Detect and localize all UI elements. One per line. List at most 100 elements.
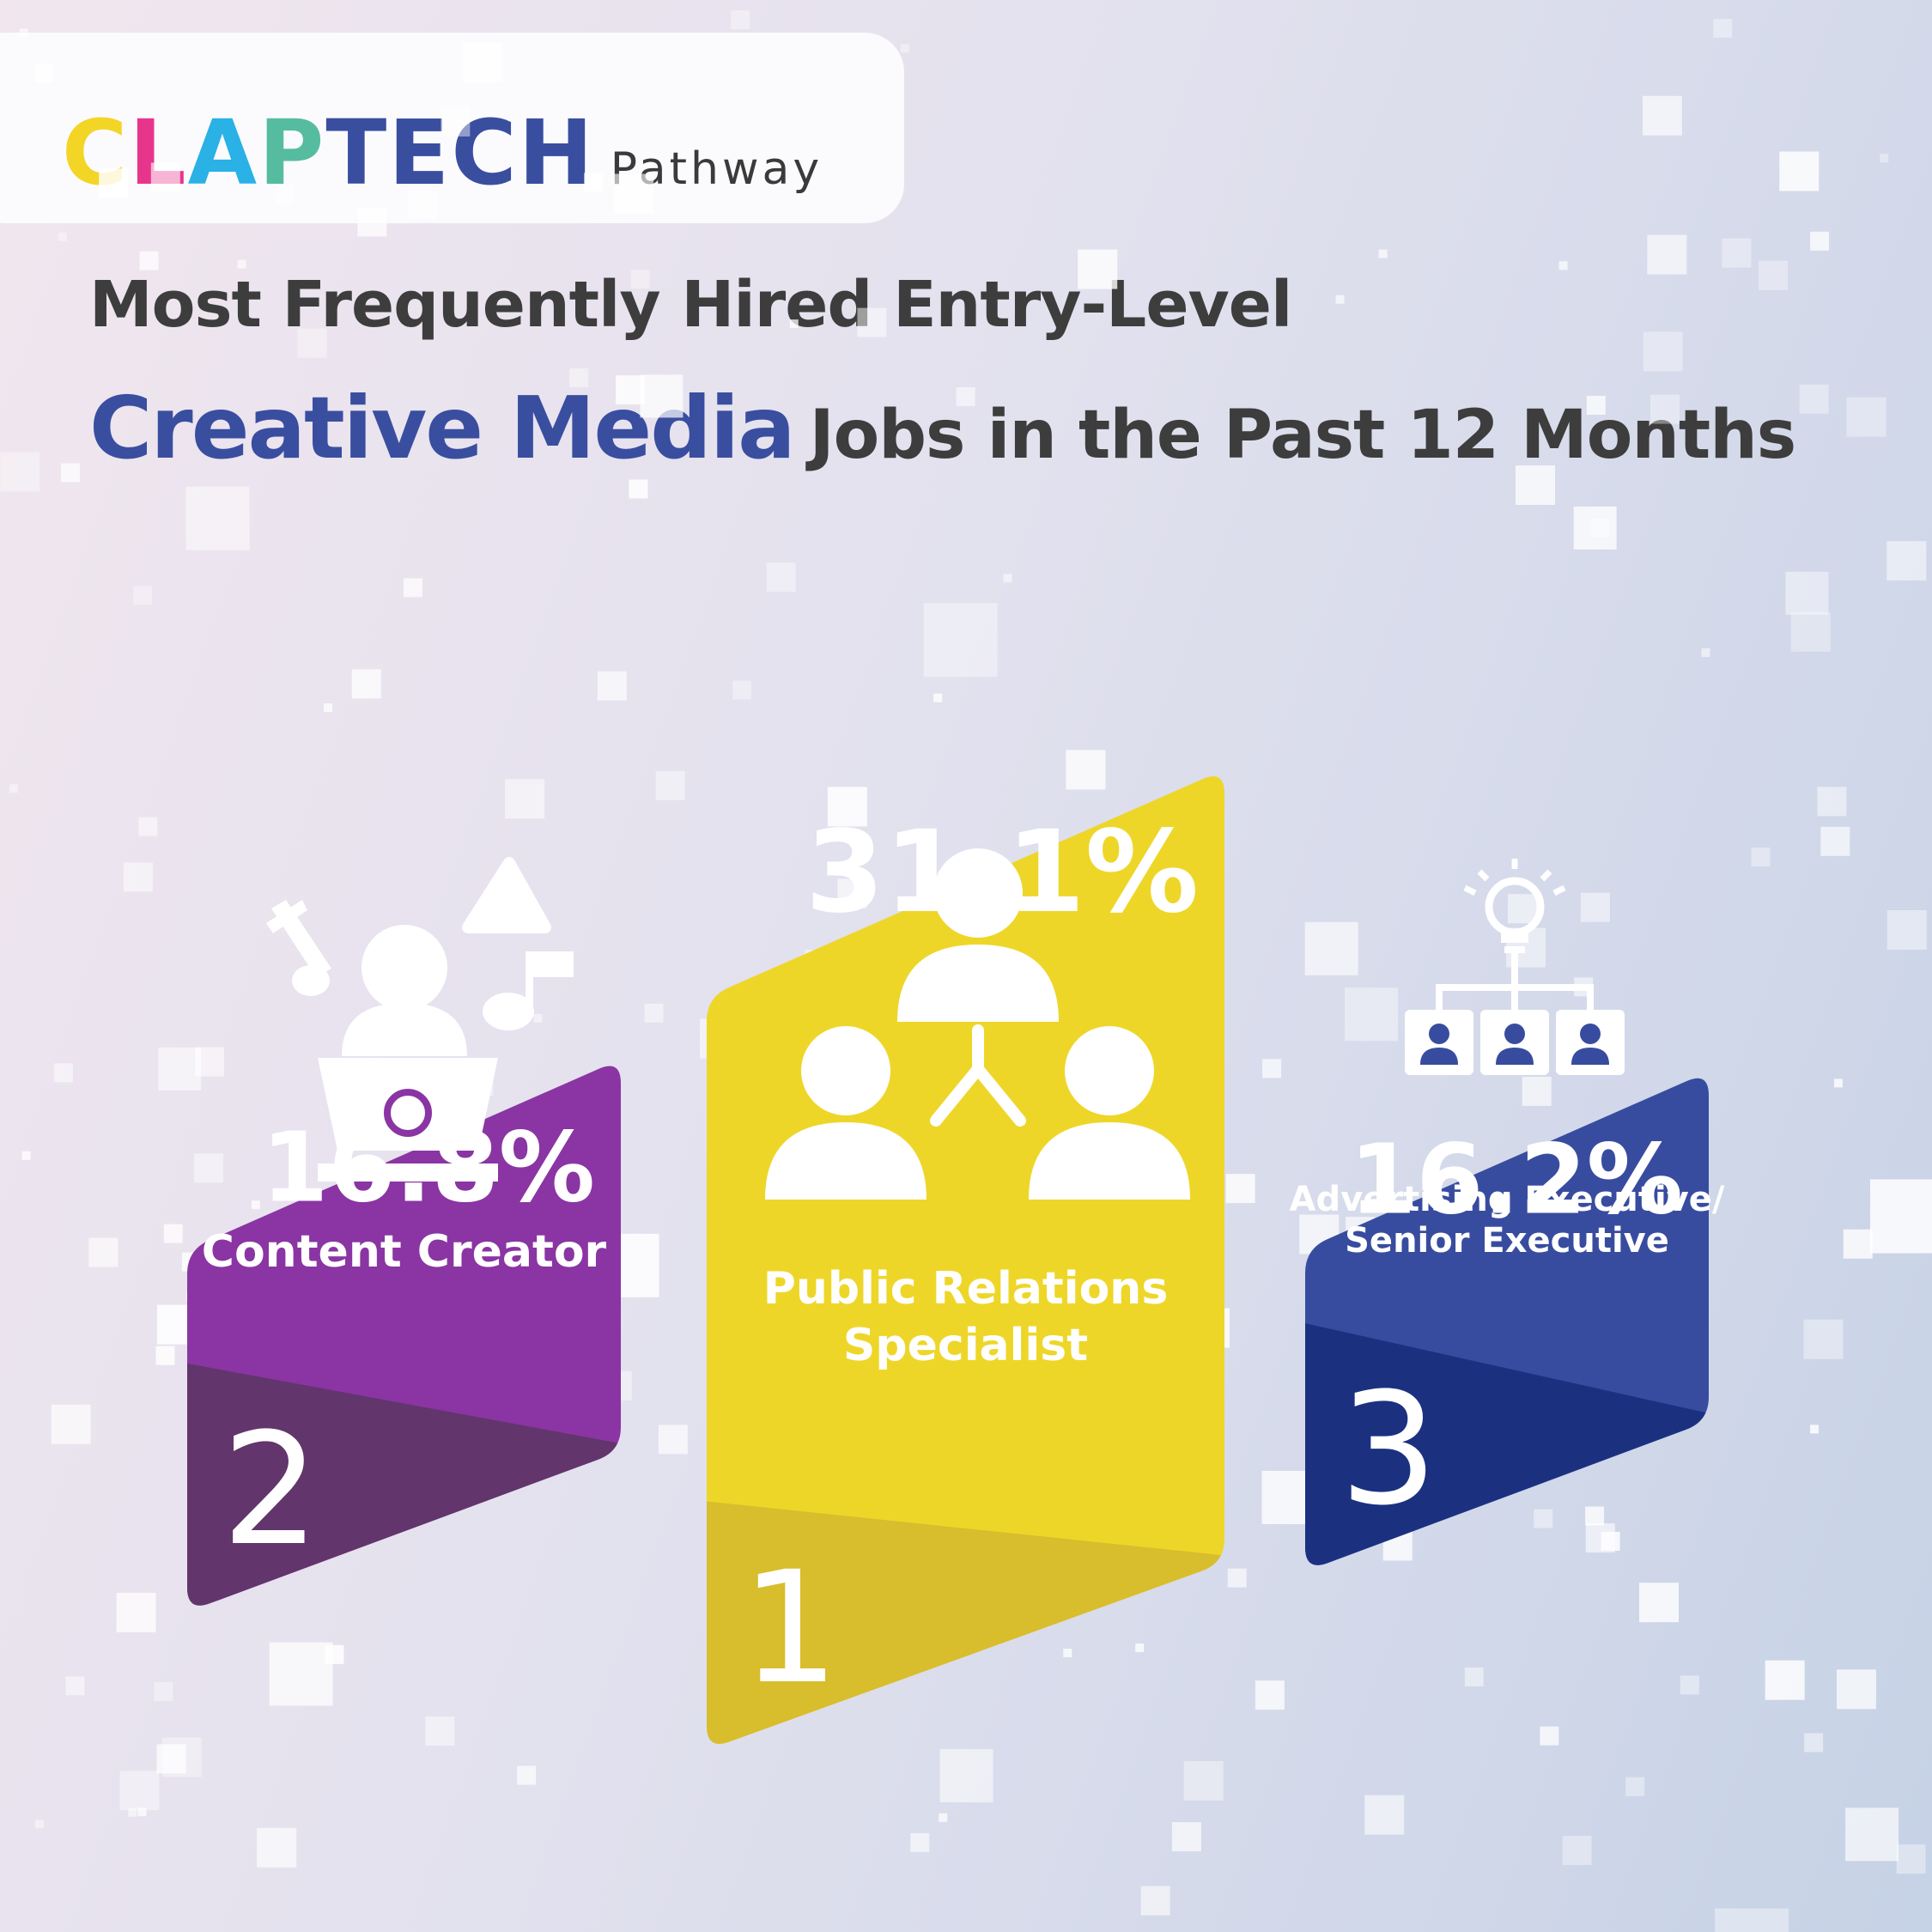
- bg-square: [425, 1716, 455, 1747]
- bg-square: [51, 1404, 91, 1444]
- bg-square: [1896, 1844, 1926, 1874]
- bg-square: [923, 603, 998, 677]
- team-network-icon: [765, 848, 1190, 1200]
- bg-square: [640, 374, 683, 418]
- bg-square: [163, 1224, 183, 1243]
- title-rest: Jobs in the Past 12 Months: [809, 397, 1797, 474]
- bg-square: [1785, 571, 1829, 615]
- bg-square: [1643, 331, 1683, 372]
- bg-square: [1507, 894, 1537, 924]
- bg-square: [269, 1642, 333, 1706]
- bg-square: [655, 770, 685, 800]
- bg-square: [1378, 249, 1388, 258]
- bg-square: [1647, 234, 1687, 275]
- logo-letter: H: [518, 100, 595, 205]
- bg-square: [910, 1832, 930, 1852]
- rank-label: 1: [741, 1539, 840, 1718]
- category-label-line: Public Relations: [763, 1263, 1169, 1315]
- bg-square: [644, 1003, 664, 1023]
- bg-square: [408, 190, 438, 220]
- bg-square: [1464, 1667, 1484, 1686]
- bg-square: [939, 1813, 948, 1822]
- bg-square: [616, 375, 646, 405]
- bg-square: [956, 387, 975, 407]
- rank-label: 3: [1340, 1360, 1438, 1540]
- bg-square: [1846, 397, 1886, 437]
- bar-group: 16.2% 3 Advertising Executive/Senior Execu…: [1290, 1078, 1725, 1565]
- bg-square: [629, 479, 648, 499]
- presenter-music-icon: [266, 857, 574, 1182]
- bg-square: [1810, 231, 1830, 251]
- bg-square: [116, 1593, 156, 1633]
- bg-square: [440, 106, 471, 137]
- bg-square: [732, 680, 752, 700]
- bg-square: [569, 368, 589, 387]
- value-label: 16.2%: [1349, 1125, 1683, 1236]
- bg-square: [630, 270, 650, 289]
- logo-letter: C: [451, 100, 519, 205]
- bg-square: [1522, 1076, 1552, 1106]
- category-label: Content Creator: [202, 1226, 607, 1278]
- bg-square: [1886, 541, 1927, 581]
- claptech-logo: CLAPTECH Pathway: [62, 108, 823, 197]
- bg-square: [1585, 1506, 1605, 1526]
- bg-square: [137, 1807, 147, 1817]
- bg-square: [128, 1807, 137, 1817]
- bar: [707, 776, 1224, 1744]
- bg-square: [1820, 826, 1850, 856]
- bg-square: [1262, 1059, 1282, 1078]
- bg-square: [251, 1200, 260, 1210]
- bg-square: [150, 162, 180, 192]
- bg-square: [1540, 1726, 1559, 1746]
- bg-square: [827, 787, 867, 827]
- bg-square: [19, 28, 28, 38]
- bg-square: [21, 1151, 31, 1160]
- bg-square: [58, 232, 67, 241]
- bg-square: [766, 562, 796, 592]
- bg-square: [1779, 151, 1820, 191]
- bg-square: [9, 784, 18, 793]
- bg-square: [1799, 384, 1829, 414]
- bg-square: [156, 1744, 186, 1774]
- bg-square: [900, 44, 909, 53]
- category-label-line: Senior Executive: [1345, 1221, 1669, 1261]
- bg-square: [138, 817, 158, 836]
- bg-square: [1335, 295, 1345, 304]
- bg-square: [1255, 1680, 1285, 1710]
- bg-square: [119, 1771, 160, 1811]
- bg-square: [351, 669, 381, 699]
- idea-org-chart-icon: [1405, 859, 1625, 1075]
- bg-square: [61, 463, 81, 483]
- title-line-2: Creative Media Jobs in the Past 12 Months: [89, 378, 1797, 478]
- bg-square: [1845, 1807, 1899, 1862]
- bg-square: [1751, 848, 1771, 867]
- bg-square: [154, 1682, 173, 1702]
- bg-square: [1713, 18, 1733, 38]
- bg-square: [1758, 260, 1788, 290]
- bg-square: [1171, 1822, 1201, 1852]
- bg-square: [933, 693, 943, 702]
- bg-square: [1790, 612, 1831, 653]
- category-label: Public Relations Specialist: [763, 1263, 1169, 1371]
- bg-square: [139, 251, 159, 270]
- category-label-line: Specialist: [843, 1320, 1088, 1371]
- bg-square: [1869, 1179, 1932, 1254]
- bg-square: [1558, 261, 1568, 270]
- bg-square: [1573, 506, 1617, 550]
- bg-square: [195, 1047, 225, 1077]
- bg-square: [1843, 1229, 1873, 1259]
- bg-square: [0, 452, 40, 492]
- bg-square: [1304, 921, 1358, 975]
- bg-square: [297, 328, 327, 358]
- bg-square: [1225, 1174, 1255, 1204]
- bg-square: [1715, 1908, 1789, 1932]
- bg-square: [1515, 465, 1555, 505]
- bg-square: [357, 207, 387, 237]
- bg-square: [404, 578, 423, 598]
- bg-square: [1701, 648, 1710, 658]
- bg-square: [1836, 1669, 1876, 1710]
- bg-square: [1078, 249, 1118, 289]
- bg-square: [275, 185, 295, 204]
- bg-square: [34, 63, 54, 82]
- bg-square: [1680, 1675, 1699, 1695]
